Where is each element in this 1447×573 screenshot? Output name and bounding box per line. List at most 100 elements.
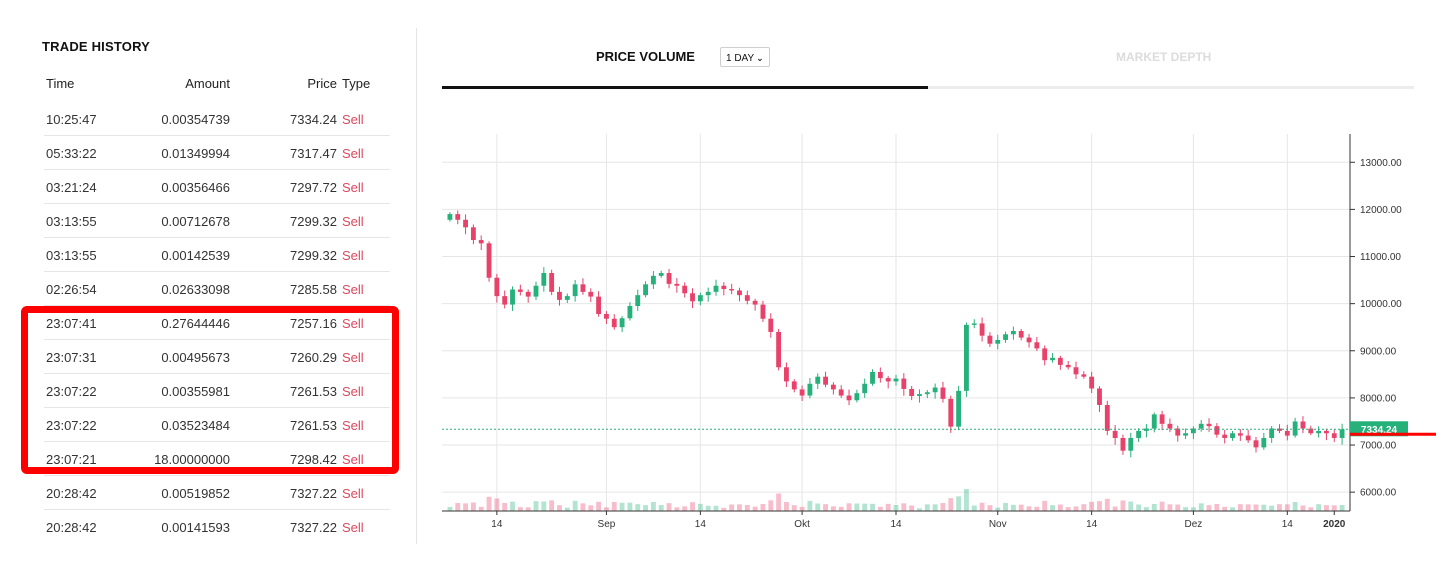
- volume-bar: [580, 503, 586, 511]
- candle-body: [807, 383, 813, 396]
- trade-time: 23:07:41: [46, 316, 97, 331]
- trade-time: 23:07:21: [46, 452, 97, 467]
- candle-body: [987, 335, 993, 344]
- volume-bar: [682, 506, 688, 511]
- candle-body: [1003, 334, 1008, 340]
- candle-body: [948, 398, 954, 427]
- candle-body: [1292, 421, 1298, 436]
- x-axis-label: 14: [890, 519, 902, 530]
- volume-bar: [666, 503, 672, 511]
- volume-bar: [901, 503, 907, 511]
- x-axis-label: Okt: [794, 519, 810, 530]
- volume-bar: [948, 498, 954, 511]
- trade-row[interactable]: 05:33:22 0.01349994 7317.47 Sell: [44, 136, 390, 170]
- volume-bar: [1018, 504, 1024, 511]
- tab-price-volume[interactable]: PRICE VOLUME 1 DAY ⌄: [442, 40, 928, 89]
- trade-type: Sell: [342, 248, 364, 263]
- trade-row[interactable]: 02:26:54 0.02633098 7285.58 Sell: [44, 272, 390, 306]
- volume-bar: [917, 508, 922, 511]
- volume-bar: [1159, 501, 1165, 511]
- candle-body: [1222, 434, 1228, 438]
- volume-bar: [964, 489, 969, 511]
- trade-amount: 0.00712678: [161, 214, 230, 229]
- trade-row[interactable]: 03:13:55 0.00712678 7299.32 Sell: [44, 204, 390, 238]
- candle-body: [1214, 426, 1220, 435]
- trade-type: Sell: [342, 452, 364, 467]
- volume-bar: [1167, 504, 1173, 511]
- candle-body: [737, 290, 742, 296]
- candle-body: [611, 318, 617, 328]
- volume-bar: [596, 501, 602, 511]
- volume-bar: [1261, 504, 1267, 511]
- trade-amount: 0.00495673: [161, 350, 230, 365]
- trade-amount: 0.01349994: [161, 146, 230, 161]
- trade-price: 7260.29: [290, 350, 337, 365]
- volume-bar: [1120, 500, 1126, 511]
- trade-row[interactable]: 23:07:22 0.03523484 7261.53 Sell: [44, 408, 390, 442]
- trade-row[interactable]: 10:25:47 0.00354739 7334.24 Sell: [44, 102, 390, 136]
- volume-bar: [1026, 506, 1032, 511]
- volume-bar: [971, 505, 977, 511]
- trade-row[interactable]: 23:07:31 0.00495673 7260.29 Sell: [44, 340, 390, 374]
- trade-row[interactable]: 20:28:42 0.00141593 7327.22 Sell: [44, 510, 390, 543]
- trade-row[interactable]: 23:07:41 0.27644446 7257.16 Sell: [44, 306, 390, 340]
- interval-dropdown-value: 1 DAY: [726, 53, 755, 64]
- candle-body: [870, 371, 875, 384]
- candle-body: [995, 339, 1001, 344]
- tab-price-volume-label: PRICE VOLUME: [596, 49, 695, 64]
- x-axis-label: 2020: [1323, 519, 1346, 530]
- column-header-type[interactable]: Type: [342, 76, 371, 91]
- volume-bar: [1175, 504, 1181, 511]
- trade-history-rows: 10:25:47 0.00354739 7334.24 Sell 05:33:22 0.…: [44, 102, 390, 543]
- volume-bar: [768, 500, 774, 511]
- candle-body: [525, 291, 531, 297]
- candle-body: [1339, 429, 1345, 438]
- candle-body: [1073, 367, 1079, 375]
- y-axis: 13000.00 12000.00 11000.00 10000.00 9000.00 8…: [1349, 134, 1402, 511]
- candle-body: [494, 277, 500, 297]
- x-axis-label: 14: [1086, 519, 1098, 530]
- candle-body: [776, 331, 782, 368]
- x-axis-label: Nov: [989, 519, 1007, 530]
- candle-body: [1284, 430, 1290, 436]
- trade-row[interactable]: 20:28:42 0.00519852 7327.22 Sell: [44, 476, 390, 510]
- candle-body: [1104, 404, 1110, 431]
- candle-body: [682, 285, 688, 294]
- volume-bar: [838, 506, 844, 511]
- volume-bar: [1277, 504, 1282, 511]
- trade-row[interactable]: 03:13:55 0.00142539 7299.32 Sell: [44, 238, 390, 272]
- candle-body: [635, 295, 641, 307]
- candle-body: [744, 295, 750, 301]
- trade-row[interactable]: 03:21:24 0.00356466 7297.72 Sell: [44, 170, 390, 204]
- candle-body: [557, 291, 562, 300]
- current-price-label: 7334.24: [1361, 425, 1398, 436]
- trade-type: Sell: [342, 214, 364, 229]
- volume-bar: [1003, 503, 1008, 511]
- candle-body: [893, 378, 899, 382]
- trade-time: 23:07:22: [46, 418, 97, 433]
- volume-bar: [940, 503, 946, 511]
- candle-body: [1308, 428, 1314, 434]
- volume-bar: [1284, 504, 1290, 511]
- volume-bar: [1073, 506, 1079, 511]
- volume-bar: [995, 507, 1001, 511]
- interval-dropdown[interactable]: 1 DAY ⌄: [720, 47, 770, 67]
- candle-body: [1136, 430, 1142, 438]
- trade-price: 7298.42: [290, 452, 337, 467]
- candle-body: [705, 291, 711, 296]
- column-header-price[interactable]: Price: [307, 76, 337, 91]
- volume-bar: [1042, 500, 1048, 511]
- chart-tabs: PRICE VOLUME 1 DAY ⌄ MARKET DEPTH: [442, 40, 1414, 89]
- candle-body: [510, 289, 515, 305]
- volume-bar: [502, 503, 508, 511]
- trade-row[interactable]: 23:07:22 0.00355981 7261.53 Sell: [44, 374, 390, 408]
- candlesticks: [447, 210, 1345, 458]
- volume-bars: [447, 489, 1345, 511]
- column-header-amount[interactable]: Amount: [185, 76, 230, 91]
- trade-row[interactable]: 23:07:21 18.00000000 7298.42 Sell: [44, 442, 390, 476]
- tab-market-depth[interactable]: MARKET DEPTH: [928, 40, 1414, 89]
- volume-bar: [1050, 505, 1055, 511]
- volume-bar: [1057, 504, 1063, 511]
- column-header-time[interactable]: Time: [46, 76, 75, 91]
